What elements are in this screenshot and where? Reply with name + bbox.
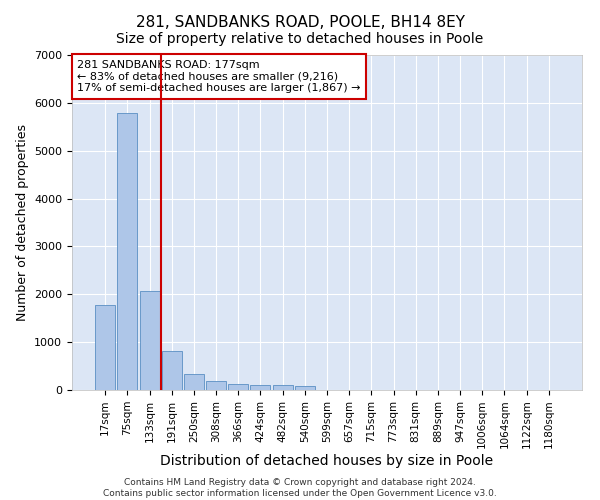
Text: 281, SANDBANKS ROAD, POOLE, BH14 8EY: 281, SANDBANKS ROAD, POOLE, BH14 8EY <box>136 15 464 30</box>
Bar <box>162 351 182 390</box>
Bar <box>272 386 293 390</box>
Text: Size of property relative to detached houses in Poole: Size of property relative to detached ho… <box>116 32 484 46</box>
Y-axis label: Number of detached properties: Number of detached properties <box>16 124 29 321</box>
Bar <box>206 380 226 390</box>
Bar <box>250 385 271 390</box>
Bar <box>184 374 204 390</box>
Bar <box>295 386 315 390</box>
Text: Contains HM Land Registry data © Crown copyright and database right 2024.
Contai: Contains HM Land Registry data © Crown c… <box>103 478 497 498</box>
Bar <box>95 305 115 390</box>
Bar <box>140 292 160 390</box>
X-axis label: Distribution of detached houses by size in Poole: Distribution of detached houses by size … <box>160 454 494 468</box>
Bar <box>228 384 248 390</box>
Text: 281 SANDBANKS ROAD: 177sqm
← 83% of detached houses are smaller (9,216)
17% of s: 281 SANDBANKS ROAD: 177sqm ← 83% of deta… <box>77 60 361 93</box>
Bar <box>118 114 137 390</box>
